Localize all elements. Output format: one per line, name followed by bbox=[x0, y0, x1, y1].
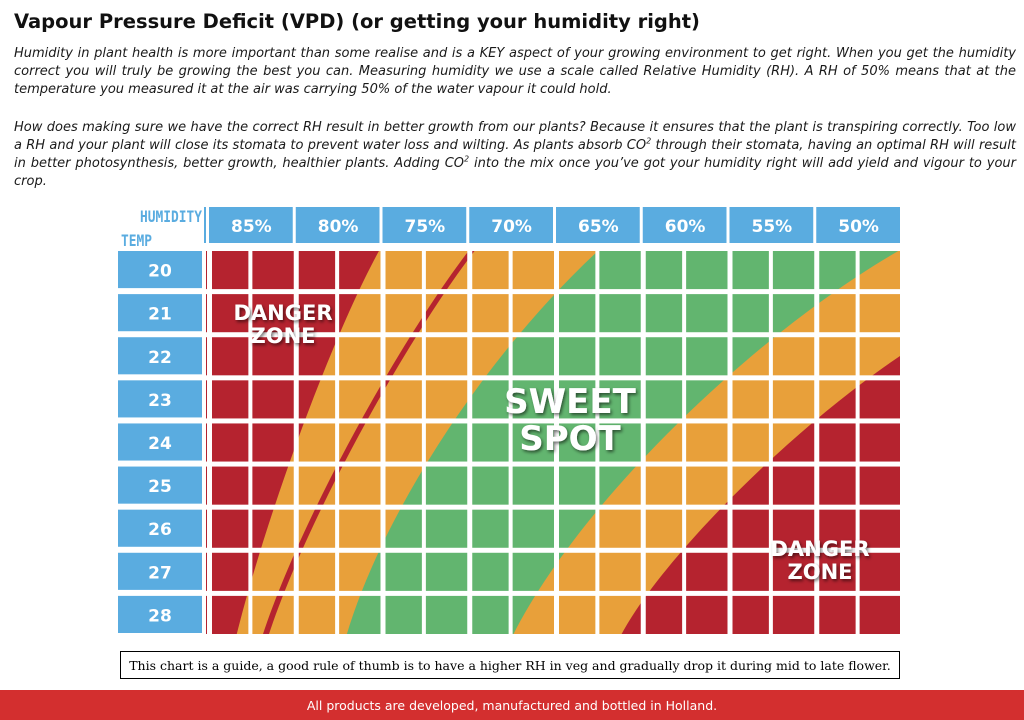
temp-tick-label: 25 bbox=[148, 477, 172, 497]
grid-vline bbox=[380, 249, 386, 637]
header-corner bbox=[118, 207, 204, 243]
temp-axis-label: TEMP bbox=[121, 232, 152, 251]
grid-vline-half bbox=[855, 249, 860, 637]
temp-tick-label: 24 bbox=[148, 434, 172, 454]
temp-row-header bbox=[118, 466, 202, 504]
danger-zone-bottom bbox=[620, 356, 900, 637]
intro-paragraph-2-part-c: into the mix once you’ve got your humidi… bbox=[14, 156, 1017, 189]
humidity-tick-label: 60% bbox=[665, 217, 706, 237]
grid-hline bbox=[206, 504, 900, 510]
grid-vline-half bbox=[421, 249, 426, 637]
temp-row-header bbox=[118, 423, 202, 461]
temp-row-header bbox=[118, 552, 202, 590]
grid-vline bbox=[467, 249, 473, 637]
grid-hline bbox=[206, 590, 900, 596]
grid-vline bbox=[640, 249, 646, 637]
grid-vline bbox=[207, 249, 212, 637]
temp-row-header bbox=[118, 337, 202, 375]
humidity-tick-label: 55% bbox=[752, 217, 793, 237]
grid-vline-half bbox=[335, 249, 340, 637]
temp-row-header bbox=[118, 294, 202, 332]
temp-row-header bbox=[118, 595, 202, 633]
temp-tick-label: 26 bbox=[148, 520, 172, 540]
grid-vline bbox=[293, 249, 299, 637]
grid-vline bbox=[727, 249, 733, 637]
intro-paragraph-2-part-b: through their stomata, having an optimal… bbox=[14, 138, 1017, 171]
sweet-spot-label-line: SWEET bbox=[504, 382, 636, 422]
grid-vline-half bbox=[595, 249, 600, 637]
grid-hline bbox=[206, 246, 900, 251]
grid-hline bbox=[206, 547, 900, 553]
header-divider bbox=[466, 207, 470, 243]
sweet-spot-label-line: SPOT bbox=[519, 419, 621, 459]
temp-row-header bbox=[118, 509, 202, 547]
grid-hline bbox=[206, 461, 900, 467]
danger-zone-top-label-line: DANGER bbox=[233, 301, 332, 325]
temp-tick-label: 27 bbox=[148, 563, 172, 583]
grid-hline bbox=[206, 375, 900, 381]
footer-bar: All products are developed, manufactured… bbox=[0, 690, 1024, 720]
header-divider bbox=[726, 207, 730, 243]
header-divider bbox=[292, 207, 296, 243]
danger-zone-top-label-line: ZONE bbox=[251, 324, 316, 348]
header-divider bbox=[553, 207, 556, 243]
danger-zone-bottom-label-line: ZONE bbox=[788, 560, 853, 584]
humidity-tick-label: 70% bbox=[491, 217, 532, 237]
grid-vline-half bbox=[248, 249, 253, 637]
grid-hline bbox=[206, 634, 900, 639]
temp-tick-label: 22 bbox=[148, 348, 172, 368]
temp-row-header bbox=[118, 251, 202, 289]
humidity-tick-label: 85% bbox=[231, 217, 272, 237]
grid-hline bbox=[206, 289, 900, 295]
grid-vline-half bbox=[768, 249, 773, 637]
intro-paragraph-2-part-a: How does making sure we have the correct… bbox=[14, 120, 1016, 153]
grid-vline bbox=[554, 249, 559, 637]
grid-vline-half bbox=[682, 249, 687, 637]
humidity-tick-label: 50% bbox=[838, 217, 879, 237]
grid-vline bbox=[814, 249, 820, 637]
danger-zone-bottom-label-line: DANGER bbox=[770, 537, 869, 561]
temp-tick-label: 23 bbox=[148, 391, 172, 411]
header-divider bbox=[813, 207, 817, 243]
humidity-header-bar bbox=[118, 207, 900, 243]
header-divider bbox=[639, 207, 643, 243]
humidity-axis-label: HUMIDITY bbox=[140, 208, 202, 227]
intro-paragraph-2: How does making sure we have the correct… bbox=[14, 119, 1016, 191]
humidity-tick-label: 65% bbox=[578, 217, 619, 237]
temp-row-header bbox=[118, 380, 202, 418]
co2-subscript: 2 bbox=[464, 154, 470, 164]
grid-hline bbox=[206, 332, 900, 338]
page-title: Vapour Pressure Deficit (VPD) (or gettin… bbox=[14, 10, 700, 33]
grid-hline bbox=[206, 418, 900, 424]
humidity-tick-label: 75% bbox=[405, 217, 446, 237]
footer-text: All products are developed, manufactured… bbox=[306, 697, 718, 713]
temp-tick-label: 20 bbox=[148, 262, 172, 282]
intro-paragraph-1: Humidity in plant health is more importa… bbox=[14, 46, 1016, 97]
temp-tick-label: 28 bbox=[148, 606, 172, 626]
temp-tick-label: 21 bbox=[148, 305, 172, 325]
chart-footnote: This chart is a guide, a good rule of th… bbox=[120, 651, 900, 679]
header-divider bbox=[206, 207, 209, 243]
co2-subscript: 2 bbox=[646, 136, 652, 146]
grid-vline-half bbox=[508, 249, 513, 637]
vpd-chart: 85% 80% 75% 70% 65% 60% 55% 50% 20 21 22 23 24 25 26 27… bbox=[118, 207, 900, 639]
header-divider bbox=[379, 207, 383, 243]
humidity-tick-label: 80% bbox=[318, 217, 359, 237]
